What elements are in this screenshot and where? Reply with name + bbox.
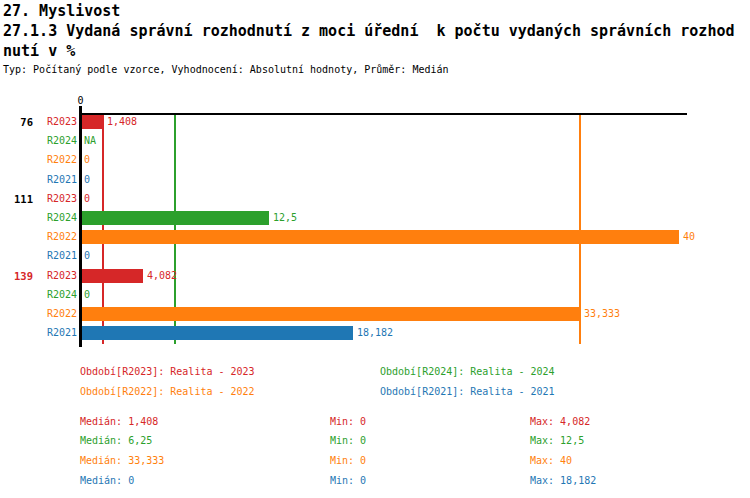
stat-min-R2024: Min: 0 xyxy=(330,435,366,446)
legend-entry-R2021: Období[R2021]: Realita - 2021 xyxy=(380,386,555,397)
x-axis-origin-tick-label: 0 xyxy=(70,95,91,106)
stat-min-R2022: Min: 0 xyxy=(330,455,366,466)
bar-value-label: 12,5 xyxy=(273,211,297,225)
series-row-label-R2022: R2022 xyxy=(20,153,77,167)
stat-max-R2023: Max: 4,082 xyxy=(530,416,590,427)
bar-value-label: 40 xyxy=(683,230,695,244)
series-row-label-R2024: R2024 xyxy=(20,134,77,148)
bar-R2024 xyxy=(82,211,269,225)
stat-max-R2024: Max: 12,5 xyxy=(530,435,584,446)
bar-value-label: NA xyxy=(84,134,96,148)
bar-R2021 xyxy=(82,326,353,340)
indicator-report-page: 27. Myslivost 27.1.3 Vydaná správní rozh… xyxy=(0,0,750,498)
indicator-title-line2: nutí v % xyxy=(3,42,75,60)
series-row-label-R2023: R2023 xyxy=(20,269,77,283)
bar-value-label: 0 xyxy=(84,153,90,167)
series-row-label-R2024: R2024 xyxy=(20,288,77,302)
bar-value-label: 18,182 xyxy=(357,326,393,340)
bar-value-label: 33,333 xyxy=(584,307,620,321)
bar-R2023 xyxy=(82,269,143,283)
legend-entry-R2024: Období[R2024]: Realita - 2024 xyxy=(380,366,555,377)
stat-median-R2022: Medián: 33,333 xyxy=(80,455,164,466)
bar-value-label: 0 xyxy=(84,288,90,302)
chapter-title: 27. Myslivost xyxy=(3,2,120,20)
bar-value-label: 0 xyxy=(84,192,90,206)
series-row-label-R2022: R2022 xyxy=(20,307,77,321)
stat-min-R2023: Min: 0 xyxy=(330,416,366,427)
bar-R2023 xyxy=(82,115,103,129)
bar-R2022 xyxy=(82,307,580,321)
series-row-label-R2022: R2022 xyxy=(20,230,77,244)
indicator-meta: Typ: Počítaný podle vzorce, Vyhodnocení:… xyxy=(3,64,449,75)
y-axis-line xyxy=(79,106,82,347)
legend-entry-R2023: Období[R2023]: Realita - 2023 xyxy=(80,366,255,377)
x-axis-line xyxy=(79,113,687,115)
series-row-label-R2021: R2021 xyxy=(20,173,77,187)
bar-value-label: 0 xyxy=(84,249,90,263)
legend-entry-R2022: Období[R2022]: Realita - 2022 xyxy=(80,386,255,397)
stat-median-R2024: Medián: 6,25 xyxy=(80,435,152,446)
bar-value-label: 4,082 xyxy=(147,269,177,283)
stat-max-R2022: Max: 40 xyxy=(530,455,572,466)
stat-median-R2023: Medián: 1,408 xyxy=(80,416,158,427)
series-row-label-R2021: R2021 xyxy=(20,326,77,340)
stat-max-R2021: Max: 18,182 xyxy=(530,475,596,486)
bar-value-label: 1,408 xyxy=(107,115,137,129)
series-row-label-R2023: R2023 xyxy=(20,115,77,129)
indicator-title-line1: 27.1.3 Vydaná správní rozhodnutí z moci … xyxy=(3,22,735,40)
bar-R2022 xyxy=(82,230,679,244)
stat-min-R2021: Min: 0 xyxy=(330,475,366,486)
bar-value-label: 0 xyxy=(84,173,90,187)
series-row-label-R2024: R2024 xyxy=(20,211,77,225)
series-row-label-R2021: R2021 xyxy=(20,249,77,263)
stat-median-R2021: Medián: 0 xyxy=(80,475,134,486)
series-row-label-R2023: R2023 xyxy=(20,192,77,206)
